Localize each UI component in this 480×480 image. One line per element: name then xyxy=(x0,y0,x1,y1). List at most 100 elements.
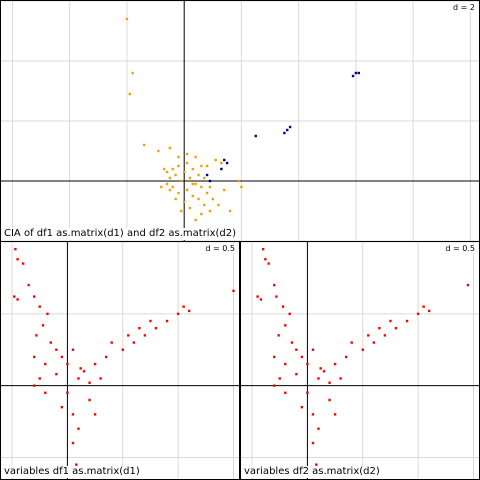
data-point xyxy=(288,125,292,129)
variables-df1-caption: variables df1 as.matrix(d1) xyxy=(2,466,142,478)
data-point xyxy=(60,405,64,409)
data-point xyxy=(197,197,200,201)
data-point xyxy=(33,295,36,298)
data-point xyxy=(394,326,398,330)
data-point xyxy=(205,191,209,195)
data-point xyxy=(16,258,19,261)
data-point xyxy=(273,355,276,359)
data-point xyxy=(225,161,229,165)
data-point xyxy=(466,283,470,287)
data-point xyxy=(194,218,197,222)
data-point xyxy=(389,319,392,323)
data-point xyxy=(160,185,163,189)
data-point xyxy=(273,384,276,387)
data-point xyxy=(35,334,38,337)
data-point xyxy=(185,188,189,192)
data-point xyxy=(44,391,47,395)
data-point xyxy=(55,348,58,351)
data-point xyxy=(41,324,45,327)
data-point xyxy=(149,319,152,323)
data-point xyxy=(290,341,294,344)
data-point xyxy=(188,206,192,210)
data-point xyxy=(165,182,169,186)
data-point xyxy=(66,362,69,366)
data-point xyxy=(200,185,203,189)
data-point xyxy=(182,170,186,174)
data-point xyxy=(60,355,64,359)
data-point xyxy=(180,209,183,213)
data-point xyxy=(38,305,41,308)
data-point xyxy=(33,384,36,387)
data-point xyxy=(27,283,30,287)
data-point xyxy=(208,185,212,189)
data-point xyxy=(131,71,134,75)
data-point xyxy=(205,173,209,177)
data-point xyxy=(38,377,41,380)
data-point xyxy=(306,362,309,366)
data-point xyxy=(283,131,286,135)
data-point xyxy=(306,391,309,395)
data-point xyxy=(254,134,257,138)
data-point xyxy=(46,312,49,316)
data-point xyxy=(220,161,223,165)
data-point xyxy=(168,176,172,180)
data-point xyxy=(177,164,180,168)
data-point xyxy=(143,334,147,337)
data-point xyxy=(174,197,177,201)
data-point xyxy=(232,289,235,293)
data-point xyxy=(180,179,183,183)
data-point xyxy=(422,305,425,308)
data-point xyxy=(295,372,298,376)
data-point xyxy=(223,158,226,162)
data-point xyxy=(168,146,172,150)
data-point xyxy=(217,203,220,207)
data-point xyxy=(322,370,326,373)
data-point xyxy=(220,167,223,171)
data-point xyxy=(77,377,80,380)
data-point xyxy=(315,463,318,466)
data-point xyxy=(185,161,189,165)
data-point xyxy=(125,17,129,21)
data-point xyxy=(203,203,206,207)
data-point xyxy=(311,413,315,416)
data-point xyxy=(264,258,267,261)
data-point xyxy=(187,309,191,313)
data-point xyxy=(16,298,19,301)
data-point xyxy=(110,341,113,344)
d-scale-label: d = 2 xyxy=(452,3,476,12)
data-point xyxy=(405,319,409,323)
data-point xyxy=(267,262,270,265)
data-point xyxy=(93,413,97,416)
data-point xyxy=(328,398,331,402)
data-point xyxy=(132,341,136,344)
data-point xyxy=(208,179,212,183)
data-point xyxy=(357,71,360,75)
data-point xyxy=(174,173,177,177)
data-point xyxy=(211,197,215,201)
data-point xyxy=(171,185,174,189)
data-point xyxy=(351,74,355,78)
data-point xyxy=(49,341,53,344)
variables-df2-scatter-plot xyxy=(241,242,479,479)
data-point xyxy=(427,309,431,313)
data-point xyxy=(354,71,358,75)
data-point xyxy=(157,149,160,153)
data-point xyxy=(286,128,289,132)
data-point xyxy=(200,212,203,216)
data-point xyxy=(311,348,315,351)
data-point xyxy=(185,152,189,156)
data-point xyxy=(121,348,124,351)
data-point xyxy=(197,173,200,177)
data-point xyxy=(383,334,387,337)
data-point xyxy=(165,319,169,323)
data-point xyxy=(154,326,158,330)
data-point xyxy=(66,391,69,395)
variables-df1-scatter-plot xyxy=(1,242,239,479)
data-point xyxy=(372,341,376,344)
data-point xyxy=(93,362,97,366)
data-point xyxy=(237,179,240,183)
cia-plot-panel: d = 2 CIA of df1 as.matrix(d1) and df2 a… xyxy=(0,0,480,242)
data-point xyxy=(13,295,16,298)
data-point xyxy=(75,463,78,466)
data-point xyxy=(284,362,287,366)
